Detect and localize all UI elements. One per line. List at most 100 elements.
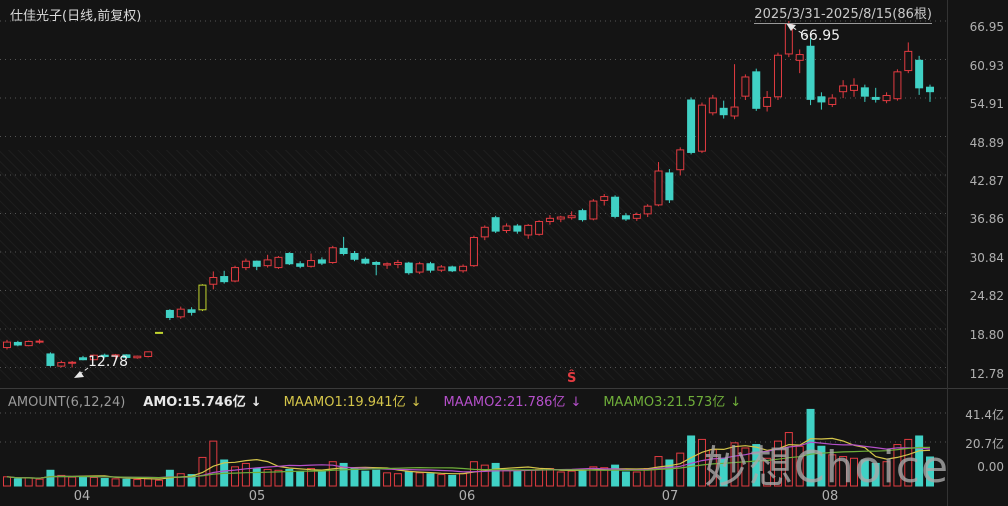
candle[interactable] [687,99,696,153]
candle[interactable] [459,265,468,272]
candle[interactable] [437,266,446,271]
candle[interactable] [350,253,359,260]
candle[interactable] [415,263,424,273]
candle[interactable] [904,50,913,72]
volume-bar[interactable] [459,473,468,487]
volume-bar[interactable] [687,435,696,487]
volume-bar[interactable] [328,461,337,487]
volume-bar[interactable] [252,468,261,487]
volume-bar[interactable] [741,447,750,487]
volume-bar[interactable] [784,432,793,487]
candle[interactable] [665,172,674,201]
candle[interactable] [925,86,934,93]
volume-bar[interactable] [643,468,652,487]
volume-bar[interactable] [57,474,66,487]
volume-bar[interactable] [241,462,250,487]
candle[interactable] [285,253,294,265]
volume-bar[interactable] [285,468,294,487]
candle[interactable] [871,96,880,100]
volume-bar[interactable] [502,469,511,487]
volume-bar[interactable] [545,468,554,487]
candle[interactable] [795,54,804,61]
volume-bar[interactable] [133,479,142,487]
candle[interactable] [524,224,533,236]
volume-bar[interactable] [317,470,326,487]
volume-bar[interactable] [415,472,424,487]
volume-bar[interactable] [828,454,837,487]
volume-bar[interactable] [621,471,630,487]
candle[interactable] [480,226,489,238]
volume-bar[interactable] [860,459,869,487]
candle[interactable] [578,210,587,221]
candle[interactable] [676,149,685,171]
candle[interactable] [46,353,55,366]
candle[interactable] [589,200,598,220]
candle[interactable] [339,247,348,255]
volume-bar[interactable] [3,476,11,487]
volume-bar[interactable] [524,469,533,487]
volume-bar[interactable] [100,478,109,487]
volume-bar[interactable] [68,476,77,487]
volume-bar[interactable] [35,478,44,487]
volume-bar[interactable] [491,462,500,487]
candle[interactable] [643,205,652,215]
candle[interactable] [133,355,142,359]
volume-bar[interactable] [578,469,587,487]
volume-bar[interactable] [187,474,196,487]
candle[interactable] [654,170,663,206]
candle[interactable] [860,87,869,97]
volume-bar[interactable] [600,467,609,487]
volume-bar[interactable] [773,440,782,487]
volume-bar[interactable] [469,461,478,487]
candle[interactable] [24,340,33,347]
volume-bar[interactable] [893,444,902,487]
volume-bar[interactable] [426,473,435,487]
volume-bar[interactable] [383,472,392,487]
candle[interactable] [209,277,218,285]
candle[interactable] [79,357,88,361]
volume-bar[interactable] [839,456,848,487]
candle[interactable] [719,107,728,116]
volume-bar[interactable] [176,473,185,487]
volume-bar[interactable] [480,464,489,487]
volume-bar[interactable] [676,452,685,487]
candle[interactable] [57,362,66,367]
volume-bar[interactable] [611,464,620,487]
volume-bar[interactable] [730,442,739,487]
volume-bar[interactable] [589,466,598,487]
candle[interactable] [328,247,337,263]
candle[interactable] [231,267,240,282]
volume-bar[interactable] [665,459,674,487]
volume-bar[interactable] [13,478,22,487]
candle[interactable] [155,331,164,334]
candle[interactable] [730,106,739,117]
volume-bar[interactable] [209,440,218,487]
volume-bar[interactable] [111,478,120,487]
candle[interactable] [621,215,630,220]
candle[interactable] [763,96,772,107]
candle[interactable] [165,309,174,318]
candle[interactable] [600,196,609,201]
volume-bar[interactable] [882,461,891,487]
volume-bar[interactable] [89,476,98,487]
volume-bar[interactable] [632,471,641,487]
volume-bar[interactable] [849,457,858,487]
candle[interactable] [882,95,891,102]
candle[interactable] [817,96,826,103]
candle[interactable] [426,263,435,271]
candle[interactable] [144,351,153,357]
candle[interactable] [828,97,837,105]
volume-bar[interactable] [556,471,565,487]
volume-bar[interactable] [274,469,283,487]
candle[interactable] [198,284,207,311]
volume-bar[interactable] [296,471,305,487]
candle[interactable] [263,259,272,267]
volume-bar[interactable] [79,475,88,487]
volume-bar[interactable] [198,456,207,487]
volume-bar[interactable] [24,477,33,487]
candle[interactable] [89,354,98,361]
candle[interactable] [545,217,554,223]
candle[interactable] [849,84,858,91]
candle[interactable] [13,341,22,346]
candle[interactable] [100,354,109,357]
